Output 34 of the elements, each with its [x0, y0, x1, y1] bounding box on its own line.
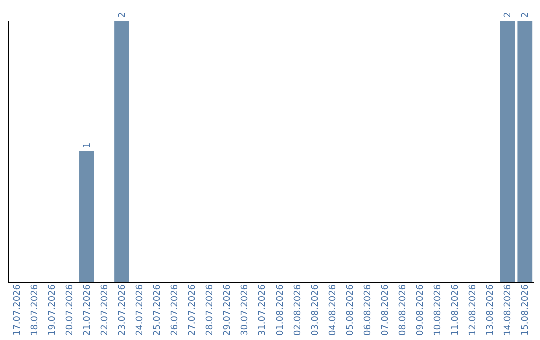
- x-tick-label: 07.08.2026: [380, 284, 391, 336]
- data-label: 2: [118, 12, 128, 18]
- x-tick-label: 18.07.2026: [30, 284, 40, 336]
- x-tick-label: 14.08.2026: [504, 284, 514, 336]
- x-tick-label: 04.08.2026: [328, 284, 338, 336]
- x-tick-label: 28.07.2026: [206, 284, 216, 336]
- x-tick-label: 21.07.2026: [82, 284, 93, 336]
- x-tick-label: 22.07.2026: [100, 284, 110, 336]
- x-tick-label: 17.07.2026: [12, 284, 23, 336]
- x-tick-label: 03.08.2026: [310, 284, 321, 336]
- x-tick-label: 15.08.2026: [521, 284, 532, 336]
- data-label: 2: [521, 12, 532, 18]
- data-label: 1: [82, 142, 93, 148]
- x-tick-label: 30.07.2026: [240, 284, 251, 336]
- x-tick-label: 23.07.2026: [118, 284, 128, 336]
- x-tick-label: 25.07.2026: [153, 284, 164, 336]
- x-tick-label: 12.08.2026: [468, 284, 479, 336]
- x-tick-label: 24.07.2026: [136, 284, 146, 336]
- x-tick-label: 13.08.2026: [486, 284, 496, 336]
- x-tick-label: 31.07.2026: [258, 284, 268, 336]
- x-tick-label: 20.07.2026: [65, 284, 76, 336]
- x-tick-label: 11.08.2026: [451, 284, 462, 336]
- x-tick-label: 01.08.2026: [276, 284, 286, 336]
- data-label: 2: [504, 12, 514, 18]
- x-tick-label: 26.07.2026: [170, 284, 181, 336]
- x-tick-label: 06.08.2026: [363, 284, 374, 336]
- x-tick-label: 02.08.2026: [293, 284, 304, 336]
- x-tick-label: 27.07.2026: [188, 284, 198, 336]
- x-tick-label: 19.07.2026: [48, 284, 58, 336]
- x-tick-label: 05.08.2026: [346, 284, 356, 336]
- x-tick-label: 08.08.2026: [398, 284, 408, 336]
- x-tick-label: 09.08.2026: [416, 284, 426, 336]
- x-tick-label: 29.07.2026: [223, 284, 234, 336]
- x-tick-label: 10.08.2026: [434, 284, 444, 336]
